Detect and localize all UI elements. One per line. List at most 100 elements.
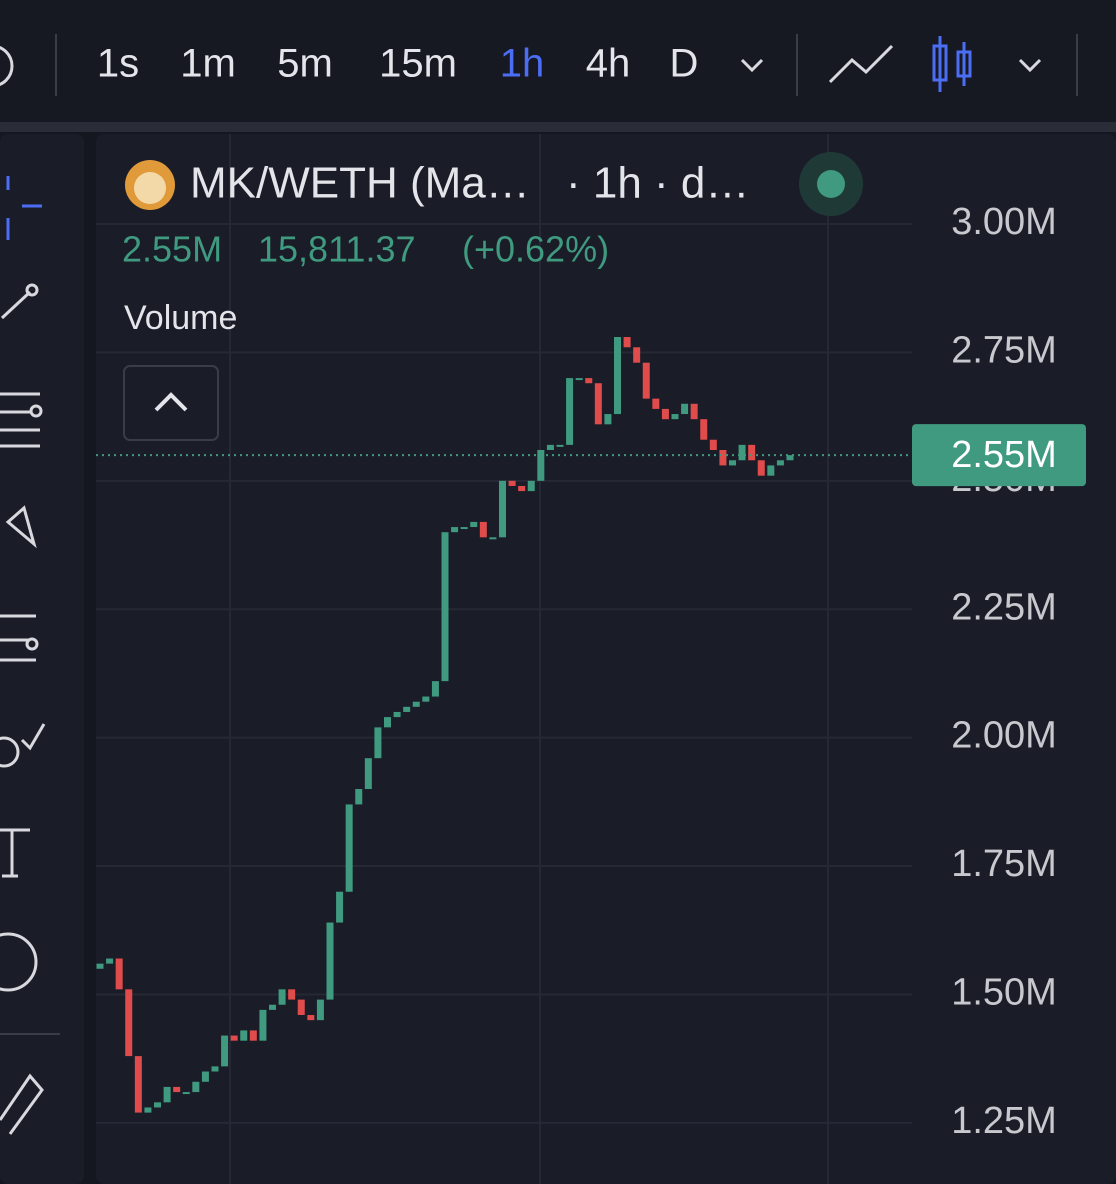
toolbar-divider	[0, 122, 1116, 132]
candle	[508, 480, 516, 486]
candle	[326, 922, 334, 1000]
line-tool[interactable]	[0, 290, 32, 320]
text-tool[interactable]	[0, 828, 30, 878]
candle	[96, 963, 104, 969]
candle	[106, 958, 114, 964]
collapse-button[interactable]	[123, 365, 219, 441]
fib-tool[interactable]	[0, 392, 40, 448]
candle	[757, 460, 765, 476]
candle	[403, 706, 411, 712]
candle	[355, 789, 363, 805]
interval-button[interactable]: 15m	[379, 42, 457, 86]
line-chart-icon[interactable]	[828, 44, 894, 84]
last-price-label: 2.55M	[951, 434, 1057, 476]
last-price-tag	[912, 424, 1086, 487]
y-tick-label: 1.50M	[951, 971, 1057, 1013]
candle	[412, 701, 420, 707]
candle	[767, 465, 775, 476]
candle	[201, 1071, 209, 1082]
collapse-arrow	[154, 392, 188, 412]
status-dot	[817, 170, 845, 198]
y-tick-label: 2.00M	[951, 715, 1057, 757]
interval-button[interactable]: 4h	[586, 42, 631, 86]
plot: 1.25M1.50M1.75M2.00M2.25M2.50M2.75M3.00M…	[96, 134, 1086, 1184]
candle	[499, 480, 506, 538]
candle	[374, 727, 382, 759]
candle	[278, 989, 286, 1005]
candle	[604, 414, 612, 425]
emoji-tool[interactable]	[0, 932, 38, 992]
pattern-tool[interactable]	[5, 505, 37, 549]
line-tool-handle[interactable]	[25, 283, 39, 297]
candle	[173, 1086, 181, 1093]
candle	[575, 378, 583, 381]
drawing-tools	[0, 176, 60, 1135]
candle	[652, 398, 660, 409]
candle	[259, 1009, 267, 1041]
candle	[297, 999, 305, 1016]
candle	[661, 408, 669, 420]
candle-icon[interactable]	[932, 36, 972, 92]
candle	[614, 336, 621, 415]
candle	[518, 485, 526, 492]
y-tick-label: 2.25M	[951, 586, 1057, 628]
candle	[719, 450, 727, 466]
candle	[489, 537, 497, 540]
candle	[585, 378, 593, 384]
candle	[642, 362, 650, 399]
candle	[393, 711, 401, 718]
candle	[786, 455, 794, 461]
brush-tool[interactable]	[0, 736, 20, 768]
candle	[422, 696, 430, 702]
interval-button[interactable]: 1m	[180, 42, 236, 86]
candle	[125, 989, 133, 1057]
candle	[594, 383, 602, 425]
legend-change: 15,811.37	[258, 229, 415, 270]
candle	[556, 444, 564, 447]
candle	[623, 336, 631, 348]
legend-price: 2.55M	[122, 229, 222, 270]
y-tick-label: 3.00M	[951, 201, 1057, 243]
projection-tool[interactable]	[0, 614, 36, 662]
candle	[336, 891, 344, 923]
candle	[479, 521, 487, 538]
fib-tool-handle[interactable]	[29, 404, 43, 418]
ruler-tool[interactable]	[0, 1073, 44, 1135]
dropdown-arrow[interactable]	[1018, 58, 1042, 73]
interval-button[interactable]: 5m	[277, 42, 333, 86]
toolbar-icon[interactable]	[0, 46, 14, 86]
symbol-title[interactable]: MK/WETH (Ma…	[190, 159, 530, 208]
interval-button[interactable]: 1h	[500, 42, 545, 86]
candle	[700, 419, 708, 440]
candle	[671, 414, 679, 420]
interval-button[interactable]: D	[670, 42, 699, 86]
brush-tool-stroke[interactable]	[20, 723, 46, 751]
projection-tool-handle[interactable]	[25, 637, 39, 651]
candle	[115, 958, 123, 990]
dropdown-arrow[interactable]	[740, 58, 764, 73]
candle	[182, 1092, 190, 1095]
candle	[230, 1035, 238, 1041]
chart-panel	[96, 134, 1116, 1184]
candle	[288, 989, 296, 1000]
candle	[134, 1056, 142, 1113]
candle	[690, 403, 698, 420]
candle	[729, 460, 736, 466]
volume-indicator[interactable]: Volume	[124, 299, 237, 337]
candle	[249, 1030, 257, 1041]
legend-change-pct: (+0.62%)	[462, 229, 609, 270]
candle	[163, 1086, 171, 1103]
candle	[345, 804, 353, 892]
crosshair-tool[interactable]	[6, 176, 42, 240]
candle	[470, 521, 478, 528]
candle	[441, 532, 449, 682]
candle	[269, 1004, 276, 1010]
y-tick-label: 2.75M	[951, 329, 1057, 371]
candle	[537, 450, 545, 481]
candle	[240, 1030, 248, 1041]
interval-button[interactable]: 1s	[97, 42, 139, 86]
candle	[748, 444, 756, 461]
candle	[384, 717, 391, 728]
